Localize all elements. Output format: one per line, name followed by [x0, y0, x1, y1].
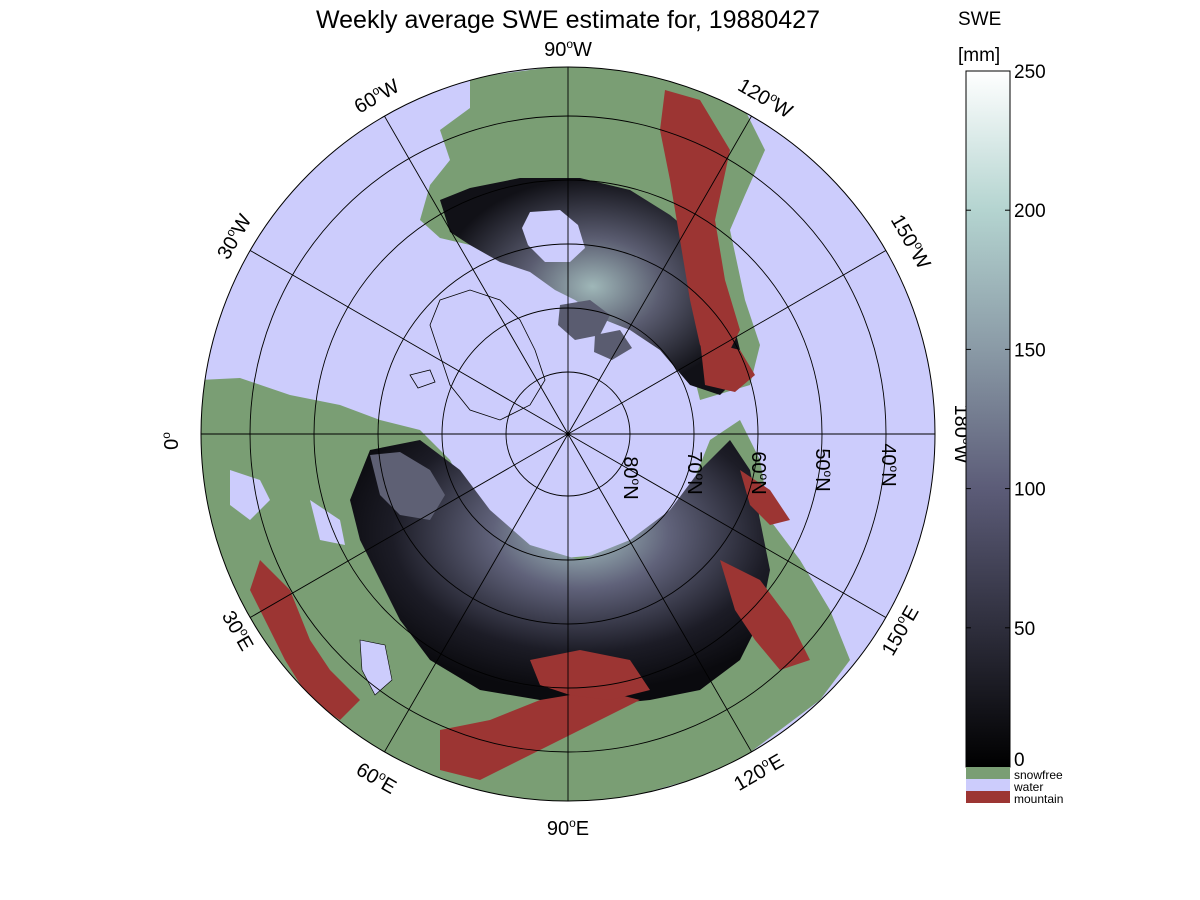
alps-mountains	[250, 560, 360, 720]
polar-map	[201, 67, 935, 801]
colorbar-gradient	[965, 70, 1011, 768]
lat-label-80n: 80oN	[619, 456, 643, 499]
colorbar: SWE [mm] 0 50 100 150 200 250 snowfree water …	[958, 9, 1063, 806]
lon-label-0: 0o	[159, 432, 183, 450]
greenland	[429, 289, 546, 421]
lon-label-60e: 60oE	[352, 757, 401, 799]
lat-label-40n: 40oN	[877, 443, 901, 486]
kamchatka-mountains	[740, 470, 790, 525]
eurasia-snowpack	[350, 440, 770, 705]
legend-swatch-water	[966, 779, 1010, 791]
colorbar-ticks: 0 50 100 150 200 250	[966, 62, 1046, 771]
western-mountains	[660, 90, 740, 370]
north-america-snowpack	[440, 178, 745, 395]
lat-label-60n: 60oN	[747, 451, 771, 494]
lat-label-50n: 50oN	[811, 448, 835, 491]
iceland	[409, 369, 436, 389]
lon-label-90w: 90oW	[544, 37, 592, 61]
colorbar-title-unit: [mm]	[958, 45, 1000, 66]
colorbar-tick-label: 50	[1014, 619, 1035, 640]
colorbar-tick-label: 0	[1014, 750, 1025, 771]
colorbar-tick-label: 200	[1014, 201, 1046, 222]
legend-swatch-mountain	[966, 791, 1010, 803]
map-frame	[200, 66, 936, 802]
latitude-labels: 80oN 70oN 60oN 50oN 40oN	[619, 443, 901, 499]
legend-label-water: water	[1013, 780, 1043, 794]
colorbar-tick-label: 150	[1014, 340, 1046, 361]
legend: snowfree water mountain	[966, 767, 1063, 806]
colorbar-title-swe: SWE	[958, 9, 1001, 30]
scandinavia-snow	[370, 452, 445, 520]
hudson-bay	[522, 210, 585, 262]
lon-label-90e: 90oE	[547, 816, 589, 840]
himalaya-mountains	[440, 690, 640, 780]
legend-swatch-snowfree	[966, 767, 1010, 779]
arctic-islands	[558, 300, 632, 360]
east-asia-mountains	[720, 560, 810, 670]
lat-label-70n: 70oN	[683, 451, 707, 494]
colorbar-tick-label: 100	[1014, 480, 1046, 501]
europe-coast-water	[230, 470, 345, 545]
meridian-lines	[201, 67, 935, 801]
alaska-mountains	[700, 340, 755, 392]
map-title: Weekly average SWE estimate for, 1988042…	[316, 6, 820, 34]
legend-label-mountain: mountain	[1014, 792, 1063, 806]
colorbar-tick-label: 250	[1014, 62, 1046, 83]
legend-label-snowfree: snowfree	[1014, 768, 1063, 782]
